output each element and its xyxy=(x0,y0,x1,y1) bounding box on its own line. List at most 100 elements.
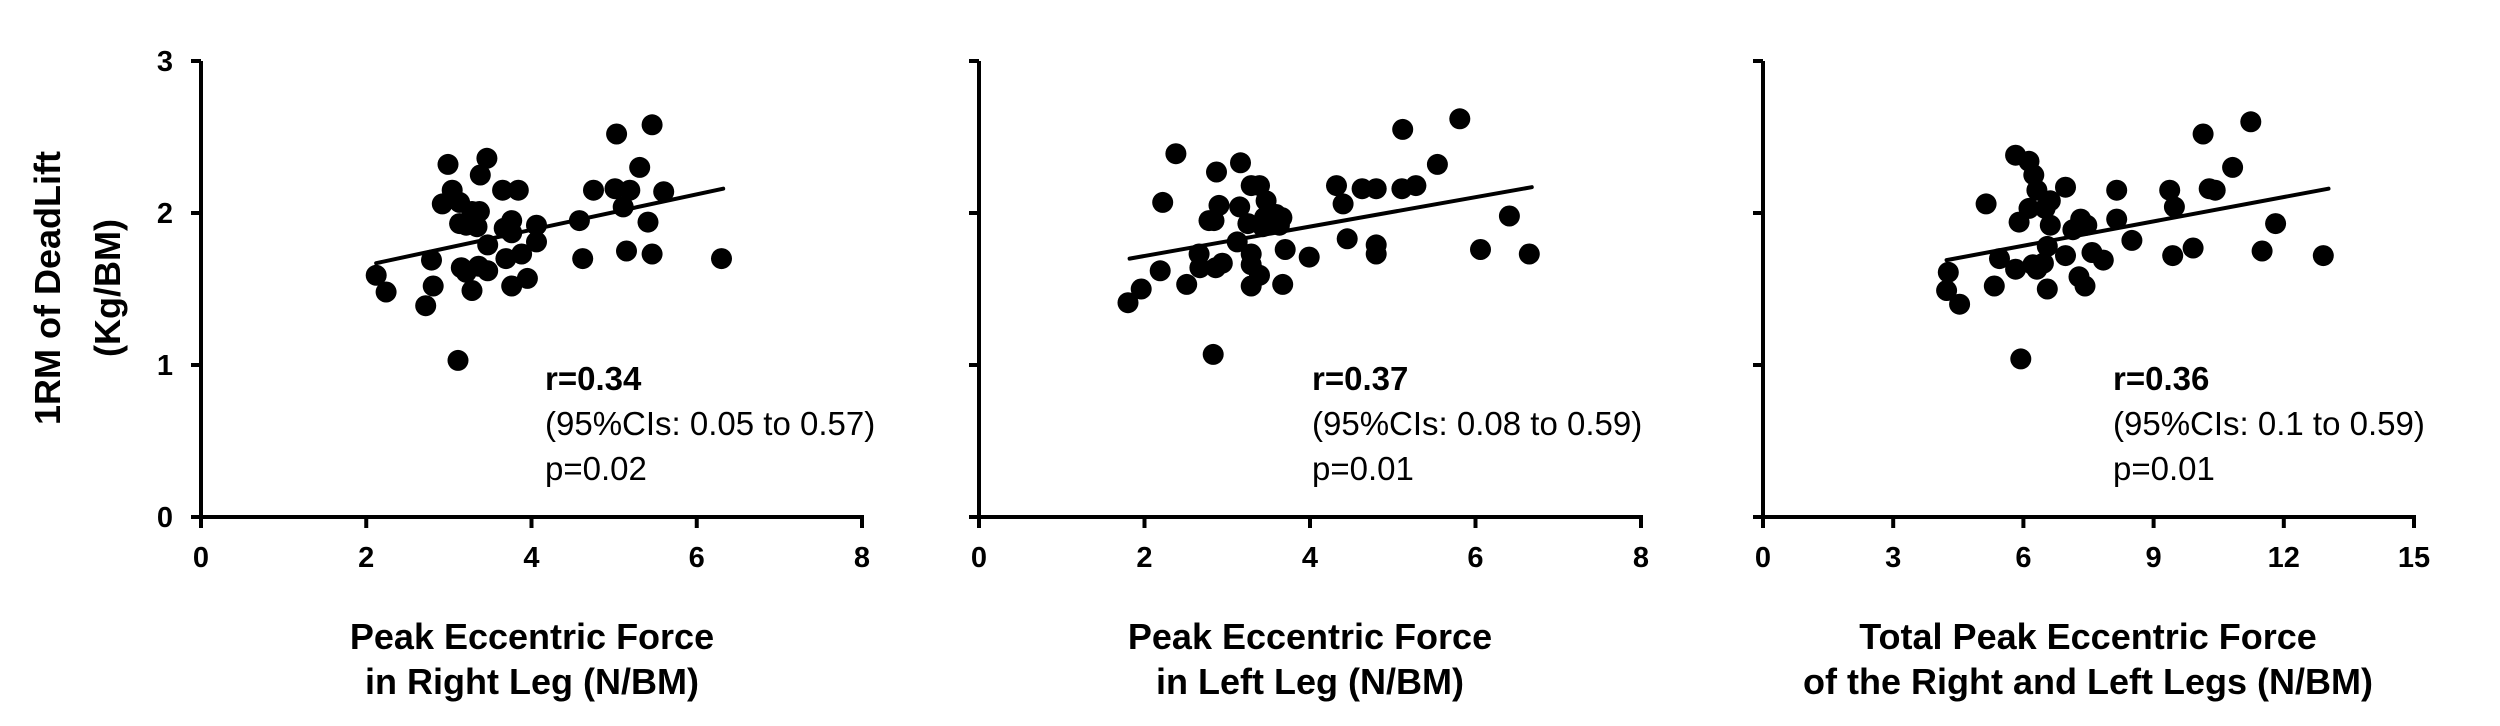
data-point xyxy=(1230,152,1251,174)
panel-total-legs: 0 3 6 9 12 15 xyxy=(1753,59,2430,574)
data-point xyxy=(616,240,637,262)
data-point xyxy=(1149,260,1171,282)
ci-text: (95%CIs: 0.1 to 0.59) xyxy=(2113,405,2425,442)
data-point xyxy=(511,243,533,265)
data-point xyxy=(1949,293,1971,315)
data-point xyxy=(2106,208,2128,230)
x-tick-label: 0 xyxy=(971,542,987,574)
stats-annotation-left-leg: r=0.37 (95%CIs: 0.08 to 0.59) p=0.01 xyxy=(1312,356,1642,491)
data-point xyxy=(2121,229,2143,251)
data-point xyxy=(447,349,469,371)
data-point xyxy=(606,123,628,145)
x-tick-label: 4 xyxy=(1302,542,1318,574)
data-point xyxy=(1176,273,1198,295)
x-tick-label: 8 xyxy=(854,542,870,574)
x-axis-title-line1: Peak Eccentric Force xyxy=(349,616,715,657)
data-point xyxy=(653,181,675,203)
data-point xyxy=(501,275,523,297)
x-axis-title-total-legs: Total Peak Eccentric Force of the Right … xyxy=(1803,614,2373,704)
data-point xyxy=(2312,245,2334,267)
data-point xyxy=(1208,194,1230,216)
panel-left-leg: 0 2 4 6 8 xyxy=(969,59,1649,574)
data-point xyxy=(1211,252,1233,274)
y-tick-label: 3 xyxy=(157,46,173,78)
data-point xyxy=(1449,108,1471,130)
data-point xyxy=(437,153,459,175)
y-tick-label: 0 xyxy=(157,502,173,534)
data-point xyxy=(469,164,491,186)
x-tick-label: 6 xyxy=(1467,542,1483,574)
x-tick-label: 2 xyxy=(358,542,374,574)
data-point xyxy=(2251,240,2273,262)
regression-line xyxy=(1944,186,2331,263)
data-point xyxy=(637,211,659,233)
data-point xyxy=(1332,193,1354,215)
x-tick-label: 12 xyxy=(2268,542,2300,574)
data-point xyxy=(1165,143,1187,165)
data-point xyxy=(2018,197,2040,219)
data-point xyxy=(2076,214,2098,236)
data-point xyxy=(375,281,397,303)
data-point xyxy=(1426,153,1448,175)
x-tick-label: 4 xyxy=(523,542,539,574)
x-tick-label: 9 xyxy=(2146,542,2162,574)
x-axis-title-left-leg: Peak Eccentric Force in Left Leg (N/BM) xyxy=(1128,614,1492,704)
data-point xyxy=(711,248,732,270)
data-point xyxy=(2074,275,2096,297)
data-point xyxy=(2240,111,2262,133)
data-point xyxy=(2162,245,2184,267)
data-point xyxy=(1272,273,1294,295)
data-point xyxy=(1989,248,2010,270)
data-point xyxy=(2159,179,2181,201)
data-point xyxy=(1130,278,1152,300)
y-tick-label: 2 xyxy=(157,198,173,230)
data-point xyxy=(2222,156,2244,178)
data-point xyxy=(466,216,488,238)
x-axis-title-line1: Peak Eccentric Force xyxy=(1127,616,1493,657)
panel-right-leg: 0 1 2 3 0 2 4 6 8 xyxy=(157,46,870,574)
data-point xyxy=(572,248,594,270)
data-point xyxy=(1518,243,1540,265)
data-point xyxy=(516,267,538,289)
data-point xyxy=(1298,246,1320,268)
x-axis-title-right-leg: Peak Eccentric Force in Right Leg (N/BM) xyxy=(350,614,714,704)
x-axis-title-line1: Total Peak Eccentric Force xyxy=(1859,616,2317,657)
data-point xyxy=(1498,205,1520,227)
data-point xyxy=(2036,278,2058,300)
data-point xyxy=(1975,193,1997,215)
data-point xyxy=(1470,239,1491,260)
data-point xyxy=(2163,196,2185,218)
data-point xyxy=(2055,245,2076,267)
data-point xyxy=(2106,179,2128,201)
x-tick-label: 15 xyxy=(2398,542,2430,574)
x-tick-label: 8 xyxy=(1633,542,1649,574)
x-tick-label: 2 xyxy=(1136,542,1152,574)
r-value: r=0.37 xyxy=(1312,360,1409,397)
data-point xyxy=(1336,228,1358,250)
p-value: p=0.01 xyxy=(2113,450,2215,487)
data-point xyxy=(2010,348,2032,370)
x-tick-label: 6 xyxy=(689,542,705,574)
data-point xyxy=(1271,207,1293,229)
data-point xyxy=(365,264,387,286)
data-point xyxy=(1326,175,1347,197)
x-axis-title-line2: in Right Leg (N/BM) xyxy=(365,661,699,702)
data-point xyxy=(2204,179,2226,201)
data-point xyxy=(477,260,499,282)
data-point xyxy=(1117,292,1139,314)
data-point xyxy=(1983,275,2005,297)
data-point xyxy=(2182,237,2204,259)
stats-annotation-total-legs: r=0.36 (95%CIs: 0.1 to 0.59) p=0.01 xyxy=(2113,356,2425,491)
p-value: p=0.02 xyxy=(545,450,647,487)
r-value: r=0.36 xyxy=(2113,360,2210,397)
data-point xyxy=(583,179,604,201)
data-point xyxy=(1365,243,1387,265)
data-point xyxy=(2005,258,2027,280)
data-point xyxy=(1365,178,1387,200)
r-value: r=0.34 xyxy=(545,360,642,397)
data-point xyxy=(2039,214,2061,236)
stats-annotation-right-leg: r=0.34 (95%CIs: 0.05 to 0.57) p=0.02 xyxy=(545,356,875,491)
data-point xyxy=(2039,190,2061,212)
data-point xyxy=(1202,343,1224,365)
